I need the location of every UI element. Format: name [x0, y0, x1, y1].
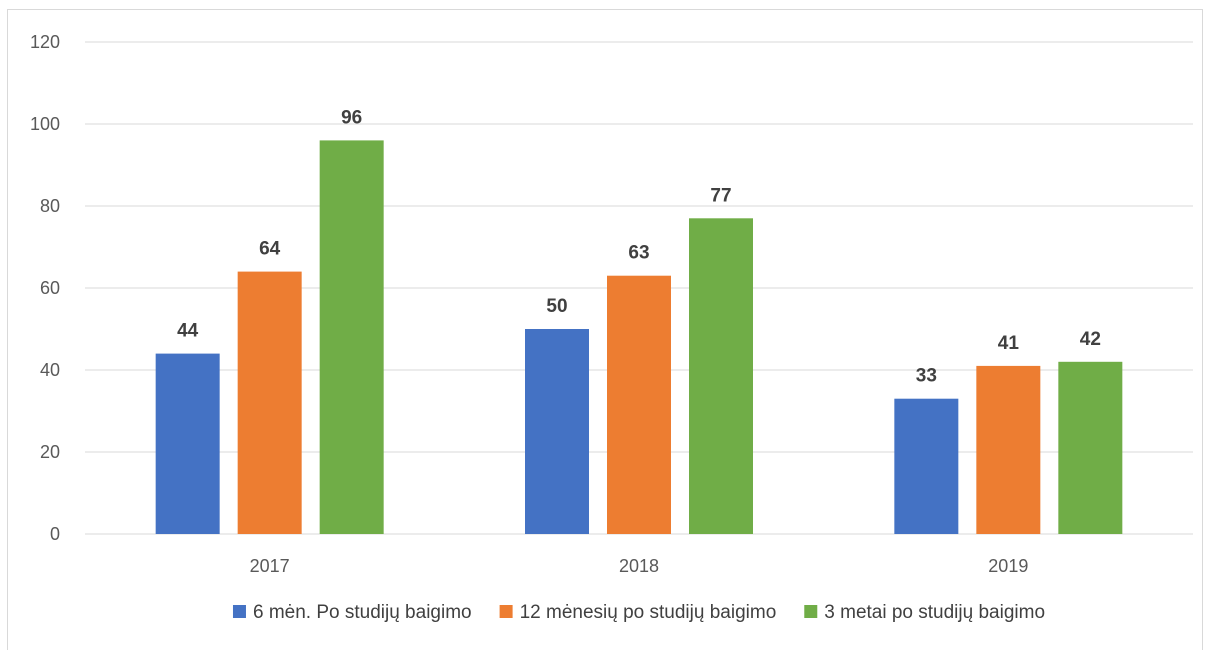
data-label: 63 — [628, 243, 649, 264]
bar — [1058, 361, 1123, 534]
bar — [894, 398, 959, 534]
bar — [689, 218, 753, 535]
bars — [155, 140, 1123, 535]
legend-item: 12 mėnesių po studijų baigimo — [499, 602, 777, 623]
legend-item: 3 metai po studijų baigimo — [804, 602, 1045, 623]
bar — [607, 275, 671, 534]
x-tick-label: 2018 — [619, 556, 659, 576]
data-label: 64 — [259, 239, 281, 260]
x-axis-ticks: 2017 2018 2019 — [250, 556, 1029, 576]
y-axis-ticks: 0 20 40 60 80 100 120 — [30, 32, 60, 544]
y-tick-label: 40 — [40, 360, 60, 380]
x-tick-label: 2019 — [988, 556, 1028, 576]
legend-swatch — [232, 605, 246, 618]
bar — [319, 140, 384, 534]
data-labels: 44 64 96 50 63 77 33 41 42 — [177, 107, 1101, 386]
y-tick-label: 100 — [30, 114, 60, 134]
chart-frame — [7, 9, 1203, 650]
data-label: 77 — [710, 185, 731, 206]
legend-label: 3 metai po studijų baigimo — [824, 602, 1045, 623]
bar — [976, 365, 1041, 534]
legend-swatch — [499, 605, 513, 618]
legend: 6 mėn. Po studijų baigimo 12 mėnesių po s… — [232, 602, 1045, 623]
legend-item: 6 mėn. Po studijų baigimo — [232, 602, 472, 623]
bar — [525, 329, 589, 534]
data-label: 41 — [998, 333, 1020, 354]
y-tick-label: 20 — [40, 442, 60, 462]
data-label: 50 — [546, 296, 567, 317]
bar — [155, 353, 220, 534]
data-label: 42 — [1080, 329, 1101, 350]
y-tick-label: 60 — [40, 278, 60, 298]
legend-label: 6 mėn. Po studijų baigimo — [253, 602, 472, 623]
data-label: 33 — [916, 366, 937, 387]
x-tick-label: 2017 — [250, 556, 290, 576]
legend-label: 12 mėnesių po studijų baigimo — [520, 602, 777, 623]
data-label: 44 — [177, 321, 199, 342]
y-tick-label: 120 — [30, 32, 60, 52]
data-label: 96 — [341, 107, 362, 128]
y-tick-label: 0 — [50, 524, 60, 544]
legend-swatch — [804, 605, 818, 618]
y-tick-label: 80 — [40, 196, 60, 216]
bar — [237, 271, 302, 534]
